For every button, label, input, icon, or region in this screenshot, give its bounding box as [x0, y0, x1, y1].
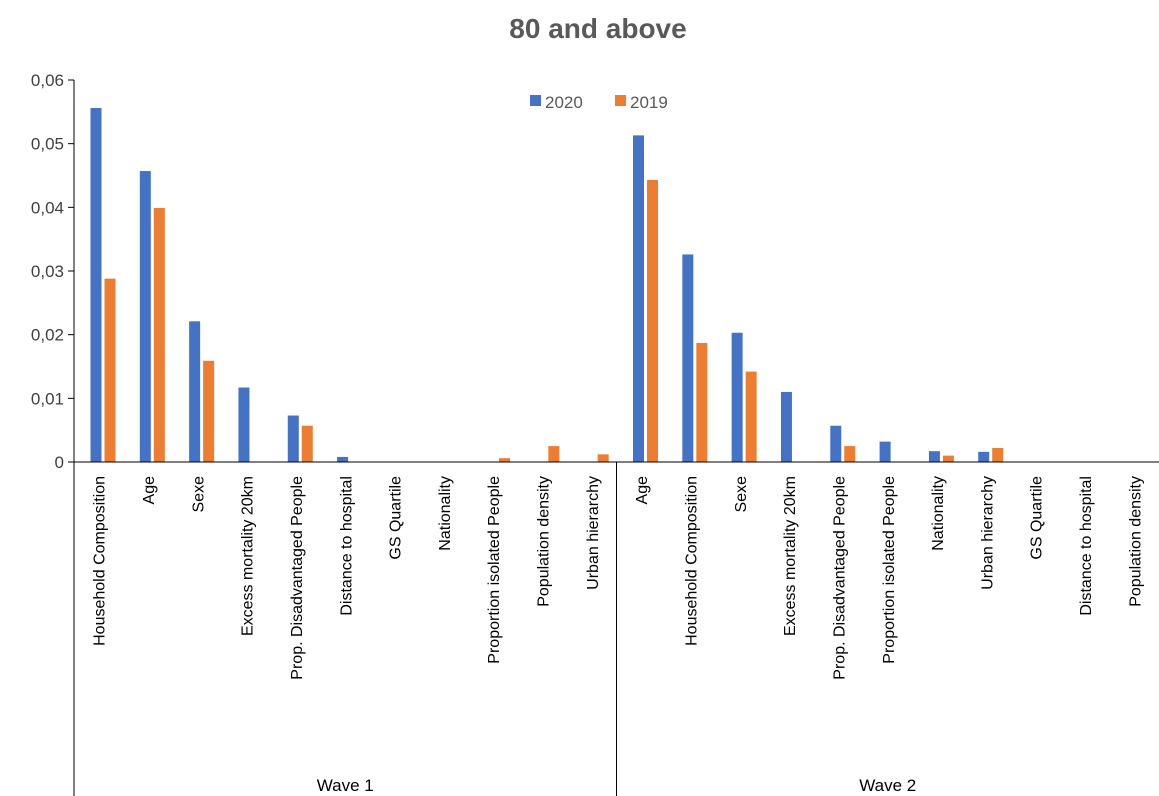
category-label: Household Composition: [683, 476, 700, 646]
category-label: Urban hierarchy: [585, 476, 602, 590]
category-label: Urban hierarchy: [979, 476, 996, 590]
chart-title: 80 and above: [509, 13, 686, 44]
bar-2020: [731, 332, 743, 462]
group-label: Wave 1: [317, 776, 374, 795]
bar-2020: [238, 387, 250, 462]
bar-2020: [879, 441, 891, 462]
bar-2019: [647, 179, 658, 462]
category-label: Proportion isolated People: [881, 476, 898, 664]
bar-2019: [597, 454, 609, 462]
bar-2019: [992, 447, 1004, 462]
category-label: Sexe: [190, 476, 207, 513]
category-label: GS Quartile: [1029, 476, 1046, 560]
category-label: Population density: [1127, 476, 1144, 607]
category-label: Nationality: [930, 476, 947, 551]
y-tick-label: 0,03: [31, 262, 64, 281]
group-label: Wave 2: [859, 776, 916, 795]
bar-2019: [153, 207, 165, 462]
category-label: Prop. Disadvantaged People: [289, 476, 306, 680]
bar-2019: [696, 342, 708, 462]
category-label: Distance to hospital: [1078, 476, 1095, 616]
legend-label: 2020: [545, 93, 583, 112]
bar-2019: [203, 360, 215, 462]
bar-2020: [337, 456, 349, 462]
bar-2020: [139, 171, 151, 462]
category-label: Population density: [536, 476, 553, 607]
bar-2020: [830, 425, 842, 462]
bar-2019: [844, 446, 856, 462]
category-label: Age: [634, 476, 651, 505]
category-label: Age: [141, 476, 158, 505]
y-tick-label: 0,04: [31, 198, 64, 217]
bar-2019: [745, 371, 757, 462]
bar-2020: [189, 321, 201, 462]
legend-swatch-2020: [530, 95, 541, 106]
legend-swatch-2019: [615, 95, 626, 106]
category-label: GS Quartile: [388, 476, 405, 560]
category-label: Proportion isolated People: [486, 476, 503, 664]
y-axis: 0 0,01 0,02 0,03 0,04 0,05 0,06: [31, 71, 75, 796]
bar-2019: [548, 446, 560, 462]
x-axis: Household Composition Age Sexe Excess morta…: [74, 461, 1159, 796]
y-tick-label: 0,05: [31, 135, 64, 154]
bar-2020: [978, 451, 990, 462]
category-label: Distance to hospital: [338, 476, 355, 616]
bar-2020: [682, 254, 694, 462]
bars: [90, 108, 1004, 462]
bar-2019: [301, 425, 313, 462]
legend: 2020 2019: [530, 93, 668, 112]
legend-label: 2019: [630, 93, 668, 112]
bar-2020: [633, 135, 644, 462]
bar-2019: [942, 455, 954, 462]
y-tick-label: 0: [55, 453, 64, 472]
category-label: Prop. Disadvantaged People: [831, 476, 848, 680]
bar-2020: [287, 415, 299, 462]
y-tick-label: 0,02: [31, 326, 64, 345]
category-label: Household Composition: [92, 476, 109, 646]
bar-2020: [928, 451, 940, 462]
y-tick-label: 0,01: [31, 389, 64, 408]
category-label: Excess mortality 20km: [240, 476, 257, 636]
category-label: Nationality: [437, 476, 454, 551]
bar-2019: [104, 278, 116, 462]
category-label: Sexe: [733, 476, 750, 513]
bar-2020: [780, 391, 792, 462]
bar-2019: [499, 458, 511, 462]
y-tick-label: 0,06: [31, 71, 64, 90]
bar-2020: [90, 108, 102, 462]
category-label: Excess mortality 20km: [782, 476, 799, 636]
